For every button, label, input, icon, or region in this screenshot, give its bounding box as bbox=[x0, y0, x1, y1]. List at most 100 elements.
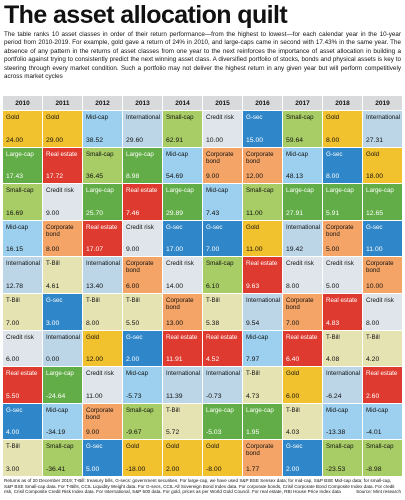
asset-label: Large-cap bbox=[46, 370, 74, 378]
asset-label: Large-cap bbox=[326, 187, 354, 195]
asset-label: Corporate bond bbox=[166, 296, 194, 311]
asset-return: 38.52 bbox=[86, 136, 104, 144]
asset-label: T-Bill bbox=[366, 333, 380, 341]
asset-return: 27.91 bbox=[286, 209, 304, 217]
asset-return: 5.00 bbox=[86, 465, 100, 473]
asset-label: Small-cap bbox=[46, 443, 74, 451]
asset-return: 6.00 bbox=[286, 392, 300, 400]
asset-return: 9.00 bbox=[206, 173, 220, 181]
asset-return: 4.52 bbox=[206, 356, 220, 364]
asset-cell: Corporate bond 5.00 bbox=[323, 220, 362, 257]
asset-return: 36.45 bbox=[86, 173, 104, 181]
asset-cell: G-sec 7.00 bbox=[203, 220, 242, 257]
asset-return: 11.39 bbox=[166, 392, 183, 400]
asset-label: Real estate bbox=[86, 223, 118, 231]
asset-return: 3.00 bbox=[46, 319, 60, 327]
asset-label: Corporate bond bbox=[286, 296, 314, 311]
asset-return: 4.61 bbox=[46, 282, 60, 290]
asset-cell: Large-cap 1.95 bbox=[243, 403, 282, 440]
asset-label: Mid-cap bbox=[286, 150, 309, 158]
asset-return: 7.00 bbox=[206, 246, 220, 254]
asset-return: 0.00 bbox=[46, 356, 60, 364]
asset-cell: International 29.60 bbox=[123, 111, 162, 147]
asset-return: 6.10 bbox=[206, 282, 220, 290]
asset-return: 4.73 bbox=[246, 392, 260, 400]
asset-return: 16.15 bbox=[6, 246, 24, 254]
asset-return: 9.00 bbox=[86, 429, 100, 437]
asset-label: Small-cap bbox=[326, 443, 354, 451]
asset-return: 7.00 bbox=[286, 319, 300, 327]
asset-cell: G-sec 4.00 bbox=[3, 403, 42, 440]
asset-return: 10.00 bbox=[366, 282, 384, 290]
asset-return: 8.00 bbox=[86, 319, 100, 327]
asset-return: 12.65 bbox=[366, 209, 384, 217]
asset-label: Small-cap bbox=[6, 187, 34, 195]
asset-label: Credit risk bbox=[46, 187, 74, 195]
asset-label: T-Bill bbox=[126, 296, 140, 304]
asset-label: T-Bill bbox=[206, 296, 220, 304]
asset-return: 9.00 bbox=[46, 209, 60, 217]
asset-label: Small-cap bbox=[86, 150, 114, 158]
asset-cell: International 27.31 bbox=[363, 111, 402, 147]
asset-return: 5.50 bbox=[6, 392, 20, 400]
asset-return: 12.00 bbox=[86, 356, 104, 364]
asset-cell: International 12.78 bbox=[3, 257, 42, 293]
asset-label: International bbox=[366, 114, 401, 121]
asset-cell: Large-cap 29.89 bbox=[163, 184, 202, 220]
footer-notes: Returns as of 20 December 2019; T-Bill: … bbox=[4, 478, 395, 495]
asset-cell: Large-cap 5.91 bbox=[323, 184, 362, 220]
asset-return: 2.00 bbox=[126, 356, 140, 364]
asset-return: -8.98 bbox=[366, 465, 382, 473]
asset-label: Credit risk bbox=[86, 370, 114, 378]
asset-label: Real estate bbox=[46, 150, 78, 158]
asset-cell: Corporate bond 6.00 bbox=[123, 257, 162, 293]
asset-cell: International 11.39 bbox=[163, 367, 202, 403]
asset-cell: Mid-cap 7.97 bbox=[243, 330, 282, 367]
asset-cell: T-Bill 4.03 bbox=[283, 403, 322, 440]
asset-return: 18.00 bbox=[366, 173, 384, 181]
asset-label: Gold bbox=[86, 333, 100, 341]
asset-label: International bbox=[126, 114, 161, 121]
asset-return: 9.63 bbox=[246, 282, 260, 290]
asset-cell: Real estate 4.52 bbox=[203, 330, 242, 367]
asset-cell: International -0.73 bbox=[203, 367, 242, 403]
asset-cell: T-Bill 5.38 bbox=[203, 293, 242, 330]
asset-cell: Corporate bond 10.00 bbox=[363, 257, 402, 293]
asset-return: 4.83 bbox=[326, 319, 340, 327]
asset-cell: T-Bill 5.72 bbox=[163, 403, 202, 440]
asset-return: 11.00 bbox=[366, 246, 383, 254]
asset-cell: Real estate 17.07 bbox=[83, 220, 122, 257]
asset-cell: Gold -8.00 bbox=[203, 440, 242, 476]
asset-label: Corporate bond bbox=[206, 150, 234, 165]
asset-cell: Mid-cap 54.69 bbox=[163, 147, 202, 184]
asset-cell: Real estate 5.50 bbox=[3, 367, 42, 403]
asset-label: Credit risk bbox=[6, 333, 34, 341]
asset-cell: T-Bill 4.08 bbox=[323, 330, 362, 367]
asset-return: -9.67 bbox=[126, 429, 142, 437]
asset-cell: Gold 8.00 bbox=[323, 111, 362, 147]
asset-cell: G-sec 17.00 bbox=[163, 220, 202, 257]
asset-return: 9.54 bbox=[246, 319, 260, 327]
asset-cell: T-Bill 8.00 bbox=[83, 293, 122, 330]
asset-cell: Gold -18.00 bbox=[123, 440, 162, 476]
asset-return: -13.38 bbox=[326, 429, 346, 437]
asset-label: G-sec bbox=[6, 406, 23, 414]
asset-label: International bbox=[46, 333, 81, 341]
year-header: 2015 bbox=[203, 96, 242, 110]
asset-return: 5.00 bbox=[326, 282, 340, 290]
asset-return: -0.73 bbox=[206, 392, 222, 400]
asset-return: 16.69 bbox=[6, 209, 24, 217]
year-header: 2018 bbox=[323, 96, 362, 110]
asset-cell: Large-cap 12.65 bbox=[363, 184, 402, 220]
asset-return: 29.60 bbox=[126, 136, 144, 144]
asset-return: 8.00 bbox=[46, 246, 60, 254]
asset-return: 4.00 bbox=[6, 429, 20, 437]
asset-cell: Credit risk 9.00 bbox=[123, 220, 162, 257]
asset-label: Mid-cap bbox=[326, 406, 349, 414]
asset-label: G-sec bbox=[366, 223, 383, 231]
asset-cell: G-sec 3.00 bbox=[43, 293, 82, 330]
asset-label: T-Bill bbox=[6, 296, 20, 304]
asset-label: Credit risk bbox=[166, 260, 194, 268]
asset-label: Mid-cap bbox=[246, 333, 269, 341]
asset-label: G-sec bbox=[126, 333, 143, 341]
